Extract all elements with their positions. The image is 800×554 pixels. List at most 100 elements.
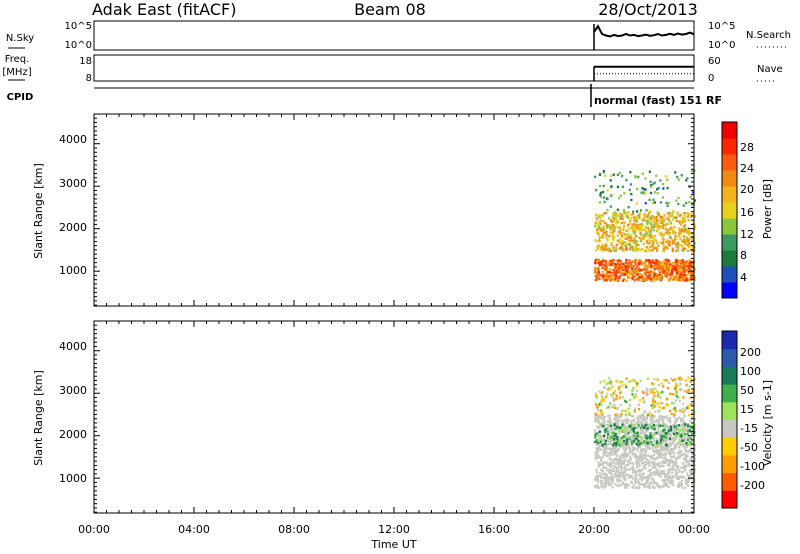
power-point [675, 274, 679, 277]
velocity-point [640, 436, 643, 439]
power-point [693, 223, 696, 226]
station-title: Adak East (fitACF) [92, 0, 236, 19]
power-point [595, 267, 598, 271]
velocity-point [687, 413, 691, 417]
power-point [613, 220, 616, 223]
velocity-point [653, 460, 656, 464]
velocity-point [625, 483, 628, 487]
velocity-point [680, 466, 683, 469]
velocity-point [690, 464, 694, 468]
power-point [666, 232, 669, 236]
power-point [619, 229, 622, 232]
power-point [596, 240, 600, 243]
velocity-point [636, 456, 639, 459]
power-point [678, 214, 681, 217]
power-point [640, 223, 643, 226]
velocity-point [661, 453, 664, 456]
power-point [596, 247, 599, 250]
power-point [628, 263, 631, 267]
power-point [656, 219, 659, 222]
power-point [633, 279, 636, 282]
power-point [674, 260, 677, 263]
velocity-point [671, 442, 674, 445]
velocity-point [669, 480, 673, 483]
velocity-point [629, 455, 632, 458]
velocity-point [648, 434, 651, 437]
power-point [659, 269, 662, 272]
velocity-point [658, 431, 661, 435]
power-point [613, 236, 616, 239]
velocity-point [686, 450, 689, 454]
velocity-point [609, 380, 613, 384]
noise-left-label: N.Sky [6, 33, 34, 44]
power-point [668, 235, 672, 238]
velocity-point [600, 413, 604, 416]
velocity-point [631, 393, 634, 396]
velocity-point [657, 392, 660, 395]
velocity-point [667, 450, 670, 453]
power-point [688, 200, 691, 204]
velocity-point [626, 446, 629, 450]
velocity-point [665, 398, 668, 401]
cpid-label: CPID [7, 92, 34, 103]
power-point [605, 248, 608, 251]
power-point [602, 225, 605, 228]
velocity-point [643, 419, 646, 422]
velocity-point [639, 417, 643, 420]
power-point [671, 268, 674, 272]
velocity-point [681, 428, 684, 431]
velocity-point [642, 442, 645, 445]
velocity-point [627, 452, 630, 456]
velocity-point [598, 455, 601, 459]
power-point [683, 227, 687, 230]
velocity-point [645, 437, 648, 440]
velocity-point [685, 383, 688, 386]
velocity-point [624, 434, 627, 437]
power-point [652, 261, 656, 265]
power-point [656, 226, 659, 230]
velocity-point [627, 435, 630, 438]
velocity-point [605, 461, 608, 464]
power-point [654, 265, 657, 269]
velocity-point [691, 402, 695, 406]
power-point [615, 264, 618, 268]
velocity-point [597, 432, 601, 435]
velocity-point [617, 460, 620, 463]
power-point [622, 226, 626, 229]
velocity-point [609, 466, 612, 469]
power-point [674, 270, 678, 273]
power-point [675, 277, 678, 281]
velocity-point [650, 413, 653, 417]
velocity-point [685, 444, 688, 448]
velocity-point [621, 453, 624, 457]
velocity-point [651, 466, 655, 470]
velocity-point [686, 460, 690, 463]
power-point [631, 212, 634, 216]
power-colorbar-band [722, 186, 737, 203]
velocity-point [642, 429, 645, 432]
power-cbar-tick-4: 4 [740, 271, 747, 284]
velocity-point [624, 435, 627, 439]
power-point [596, 273, 599, 276]
velocity-point [604, 475, 608, 479]
velocity-point [647, 445, 650, 448]
velocity-point [633, 453, 636, 456]
velocity-point [608, 476, 611, 479]
power-point [688, 259, 691, 262]
velocity-point [633, 434, 636, 438]
velocity-point [630, 450, 634, 454]
power-point [642, 236, 645, 240]
velocity-point [596, 484, 599, 487]
velocity-point [616, 427, 619, 431]
velocity-point [651, 434, 654, 437]
velocity-point [687, 478, 690, 481]
velocity-point [607, 479, 610, 482]
power-point [630, 234, 633, 237]
power-point [621, 215, 624, 219]
power-point [600, 219, 603, 222]
power-point [659, 201, 663, 204]
velocity-point [603, 386, 606, 390]
power-point [612, 228, 616, 231]
velocity-colorbar-band [722, 401, 737, 420]
xtick-12: 12:00 [378, 523, 410, 536]
